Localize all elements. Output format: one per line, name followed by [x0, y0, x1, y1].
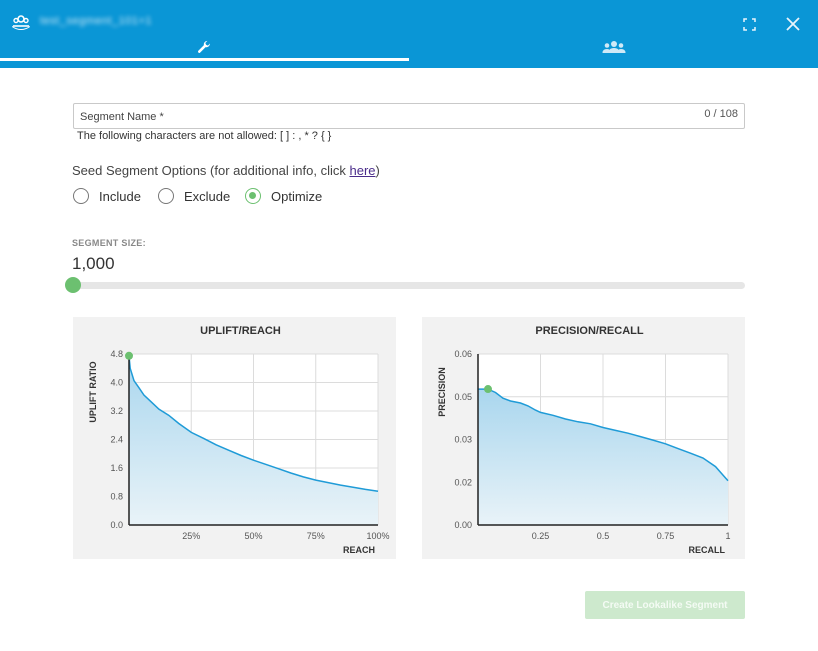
precision-recall-chart-panel: 0.25 0.5 0.75 1 0.00 0.02 0.03 0.05 0.06 PRECISIO…: [422, 317, 745, 559]
segment-name-placeholder: Segment Name *: [80, 111, 164, 123]
radio-include[interactable]: Include: [73, 186, 141, 206]
x-tick-label: 75%: [307, 531, 325, 541]
segment-size-slider-handle[interactable]: [65, 277, 81, 293]
radio-include-circle[interactable]: [73, 188, 89, 204]
wrench-icon: [197, 40, 211, 53]
y-tick-label: 1.6: [110, 463, 123, 473]
x-tick-label: 1: [725, 531, 730, 541]
chart-title: UPLIFT/REACH: [200, 325, 281, 337]
close-icon[interactable]: [786, 17, 800, 31]
x-axis-title: RECALL: [689, 545, 726, 555]
tab-settings[interactable]: [0, 30, 409, 61]
character-counter: 0 / 108: [704, 108, 738, 120]
series-line: [478, 388, 729, 482]
y-tick-label: 0.03: [454, 435, 472, 445]
tab-audience[interactable]: [409, 30, 818, 61]
radio-optimize-circle[interactable]: [245, 188, 261, 204]
header-bar: test_segment_101+1: [0, 0, 818, 68]
chart-title: PRECISION/RECALL: [535, 325, 643, 337]
info-link[interactable]: here: [349, 163, 376, 178]
series-line: [128, 355, 379, 492]
y-tick-label: 2.4: [110, 435, 123, 445]
users-group-icon: [602, 41, 626, 53]
selection-marker: [484, 385, 492, 394]
y-tick-label: 3.2: [110, 406, 123, 416]
x-tick-label: 0.75: [657, 531, 675, 541]
seed-options-suffix: ): [375, 163, 380, 178]
y-tick-label: 0.8: [110, 492, 123, 502]
y-axis-title: UPLIFT RATIO: [88, 361, 98, 422]
window-title: test_segment_101+1: [40, 15, 153, 27]
seed-options-text: Seed Segment Options (for additional inf…: [72, 163, 350, 178]
segment-size-value: 1,000: [72, 254, 115, 273]
uplift-reach-chart-panel: 25% 50% 75% 100% 0.0 0.8 1.6 2.4 3.2 4.0 4.8 UPLIFT…: [73, 317, 396, 559]
radio-exclude[interactable]: Exclude: [158, 186, 230, 206]
segment-size-label: SEGMENT SIZE:: [72, 238, 146, 248]
selection-marker: [125, 351, 133, 360]
x-tick-label: 0.25: [532, 531, 550, 541]
create-lookalike-segment-button[interactable]: Create Lookalike Segment: [585, 591, 745, 619]
precision-recall-chart: 0.25 0.5 0.75 1 0.00 0.02 0.03 0.05 0.06 PRECISIO…: [437, 325, 731, 555]
series-area: [129, 355, 378, 525]
y-axis-title: PRECISION: [437, 367, 447, 417]
segment-name-field[interactable]: Segment Name * 0 / 108: [73, 103, 745, 129]
expand-icon[interactable]: [743, 18, 756, 31]
segment-size-slider-track[interactable]: [73, 282, 745, 289]
seed-options-label: Seed Segment Options (for additional inf…: [72, 163, 380, 178]
radio-exclude-label: Exclude: [184, 188, 231, 204]
disallowed-characters-hint: The following characters are not allowed…: [77, 130, 332, 142]
x-tick-label: 50%: [244, 531, 262, 541]
radio-optimize-label: Optimize: [271, 188, 323, 204]
series-area: [478, 389, 728, 525]
x-axis-title: REACH: [343, 545, 375, 555]
active-tab-indicator: [0, 58, 409, 61]
x-tick-label: 100%: [366, 531, 389, 541]
x-tick-label: 25%: [182, 531, 200, 541]
radio-optimize[interactable]: Optimize: [245, 186, 322, 206]
y-tick-label: 0.00: [454, 520, 472, 530]
radio-include-label: Include: [99, 188, 141, 204]
y-tick-label: 0.02: [454, 477, 472, 487]
y-tick-label: 0.05: [454, 392, 472, 402]
y-tick-label: 4.0: [110, 378, 123, 388]
y-tick-label: 4.8: [110, 349, 123, 359]
x-tick-label: 0.5: [597, 531, 610, 541]
radio-exclude-circle[interactable]: [158, 188, 174, 204]
y-tick-label: 0.06: [454, 349, 472, 359]
y-tick-label: 0.0: [110, 520, 123, 530]
uplift-reach-chart: 25% 50% 75% 100% 0.0 0.8 1.6 2.4 3.2 4.0 4.8 UPLIFT…: [88, 325, 390, 555]
segment-app-icon: [12, 15, 30, 30]
